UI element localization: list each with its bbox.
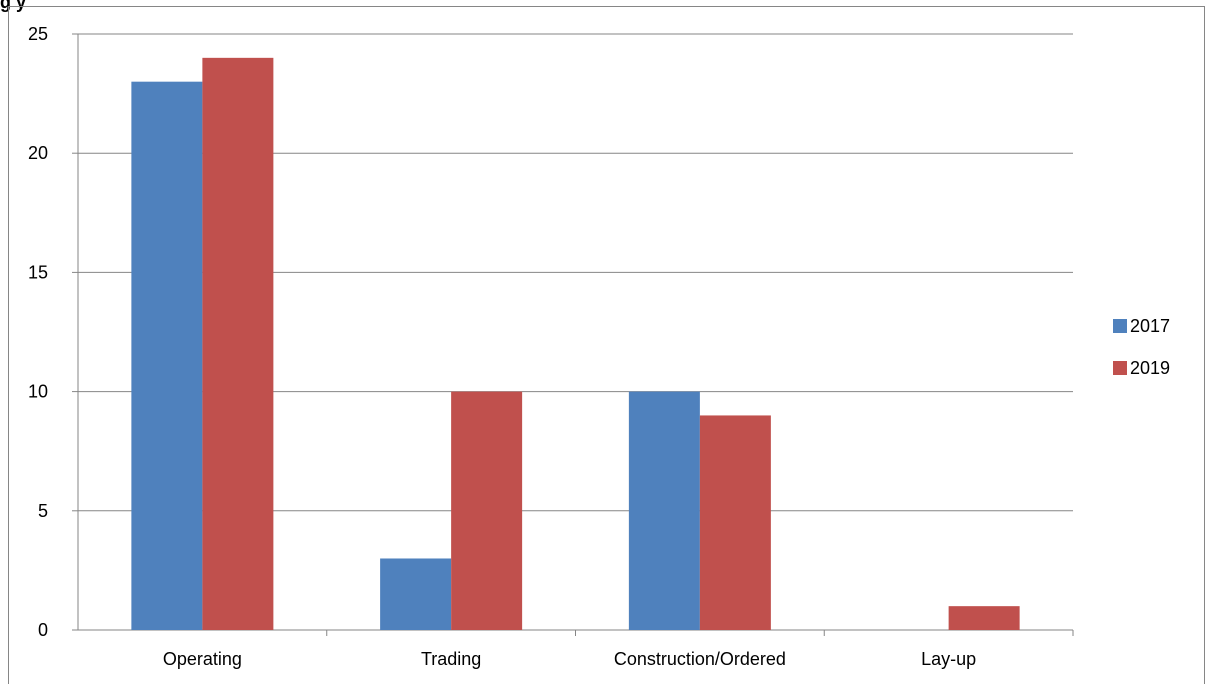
chart-frame bbox=[8, 6, 1205, 684]
x-tick-label: Construction/Ordered bbox=[614, 649, 786, 669]
y-tick-label: 20 bbox=[28, 143, 48, 163]
legend: 2017 2019 bbox=[1113, 316, 1170, 378]
x-tick-label: Operating bbox=[163, 649, 242, 669]
bar-2019-construction-ordered bbox=[699, 415, 771, 630]
bar-2019-trading bbox=[451, 391, 523, 630]
legend-label-2019: 2019 bbox=[1130, 358, 1170, 378]
bar-2019-lay-up bbox=[948, 606, 1020, 630]
y-tick-label: 15 bbox=[28, 262, 48, 282]
y-tick-label: 10 bbox=[28, 382, 48, 402]
legend-swatch-2017 bbox=[1113, 319, 1127, 333]
y-tick-label: 0 bbox=[38, 620, 48, 640]
bar-2017-trading bbox=[380, 558, 452, 630]
y-tick-label: 25 bbox=[28, 24, 48, 44]
y-tick-labels: 0 5 10 15 20 25 bbox=[28, 24, 48, 640]
legend-label-2017: 2017 bbox=[1130, 316, 1170, 336]
legend-swatch-2019 bbox=[1113, 361, 1127, 375]
bar-2017-construction-ordered bbox=[628, 391, 700, 630]
bar-2019-operating bbox=[202, 57, 274, 630]
x-tick-labels: Operating Trading Construction/Ordered Lay-… bbox=[163, 630, 1074, 669]
bars bbox=[131, 57, 1020, 631]
x-tick-label: Trading bbox=[421, 649, 481, 669]
bar-2017-operating bbox=[131, 81, 203, 631]
x-tick-label: Lay-up bbox=[921, 649, 976, 669]
y-tick-label: 5 bbox=[38, 501, 48, 521]
